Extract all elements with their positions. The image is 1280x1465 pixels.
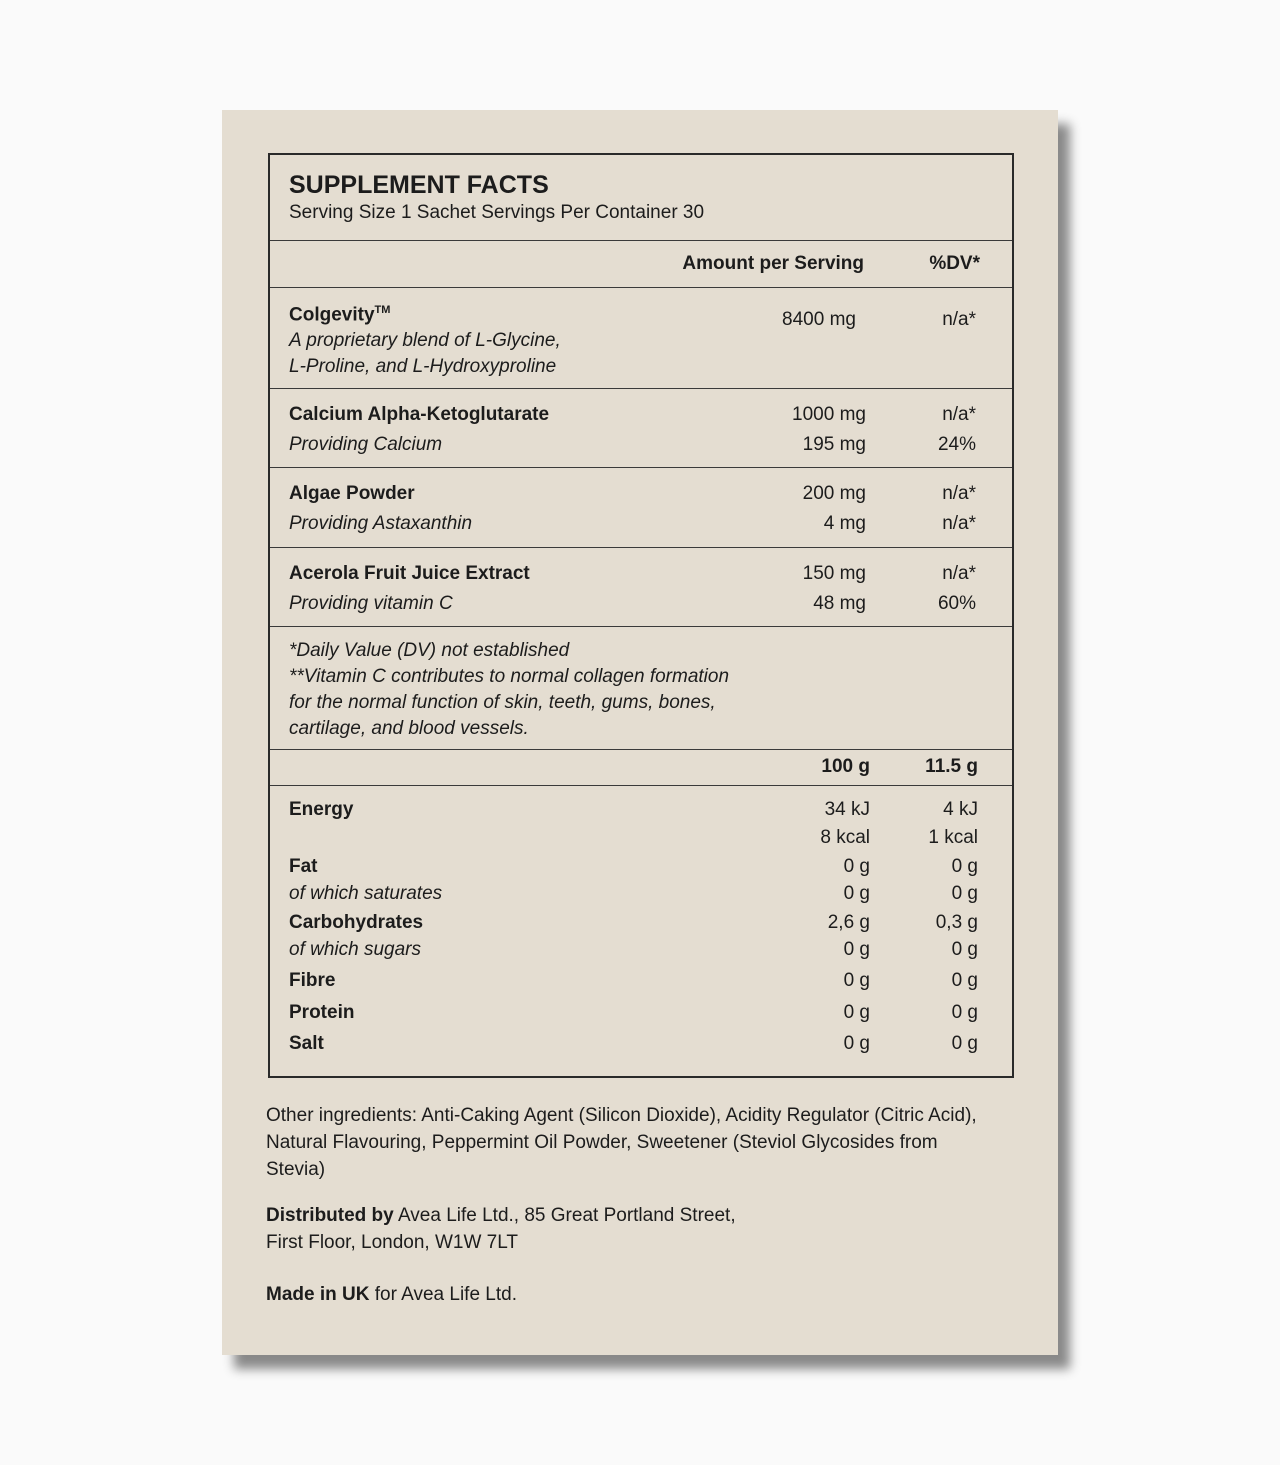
footnotes: *Daily Value (DV) not established **Vita… xyxy=(270,627,1012,750)
nutrient-per-serving: 0 g xyxy=(951,939,978,960)
made-in: Made in UK for Avea Life Ltd. xyxy=(266,1281,986,1308)
trademark: TM xyxy=(374,304,391,316)
other-ingredients: Other ingredients: Anti-Caking Agent (Si… xyxy=(266,1105,977,1180)
nutrient-per-serving: 0 g xyxy=(951,1033,978,1054)
nutrient-label: Fat xyxy=(289,856,318,877)
nutrient-label: Energy xyxy=(289,799,354,820)
ingredient-dv: n/a* xyxy=(942,563,976,584)
ingredient-row: Acerola Fruit Juice Extract 150 mg n/a* … xyxy=(270,548,1012,627)
footnote: *Daily Value (DV) not established xyxy=(289,640,570,661)
sub-ingredient: Providing vitamin C xyxy=(289,593,453,614)
nutrient-per-serving: 0 g xyxy=(951,1002,978,1023)
nutrient-per-100g: 8 kcal xyxy=(820,827,870,848)
sub-dv: 24% xyxy=(937,434,976,455)
ingredient-dv: n/a* xyxy=(942,404,976,425)
distributed-text: Avea Life Ltd., 85 Great Portland Street… xyxy=(393,1205,736,1226)
nutrition-header: 100 g 11.5 g xyxy=(270,750,1012,786)
nutrient-per-serving: 0 g xyxy=(951,856,978,877)
distributed-text: First Floor, London, W1W 7LT xyxy=(266,1232,519,1253)
nutrient-per-100g: 0 g xyxy=(843,883,870,904)
facts-title: SUPPLEMENT FACTS xyxy=(289,171,549,199)
per-100g-header: 100 g xyxy=(821,756,870,777)
nutrient-per-serving: 0 g xyxy=(951,883,978,904)
ingredient-desc: L-Proline, and L-Hydroxyproline xyxy=(289,356,557,377)
nutrient-per-100g: 2,6 g xyxy=(827,912,870,933)
nutrient-per-100g: 0 g xyxy=(843,1002,870,1023)
nutrient-per-100g: 0 g xyxy=(843,856,870,877)
sub-dv: 60% xyxy=(937,593,976,614)
footnote: **Vitamin C contributes to normal collag… xyxy=(289,666,730,687)
nutrient-label: Protein xyxy=(289,1002,355,1023)
per-serving-header: 11.5 g xyxy=(925,756,978,777)
column-header: Amount per Serving %DV* xyxy=(270,241,1012,288)
sub-dv: n/a* xyxy=(942,513,976,534)
facts-header: SUPPLEMENT FACTS Serving Size 1 Sachet S… xyxy=(270,155,1012,241)
ingredient-name-text: Colgevity xyxy=(289,304,375,326)
nutrient-label: Fibre xyxy=(289,970,336,991)
ingredient-name: ColgevityTM xyxy=(289,297,390,328)
footnote: for the normal function of skin, teeth, … xyxy=(289,692,716,713)
nutrient-per-serving: 0 g xyxy=(951,970,978,991)
nutrient-per-100g: 34 kJ xyxy=(824,799,870,820)
sub-amount: 4 mg xyxy=(823,513,866,534)
nutrient-per-serving: 1 kcal xyxy=(928,827,978,848)
ingredient-name: Algae Powder xyxy=(289,483,415,504)
sub-amount: 195 mg xyxy=(802,434,866,455)
ingredient-row: ColgevityTM 8400 mg n/a* A proprietary b… xyxy=(270,288,1012,389)
ingredient-amount: 1000 mg xyxy=(792,404,866,425)
nutrient-label: of which saturates xyxy=(289,883,443,904)
nutrient-label: Carbohydrates xyxy=(289,912,424,933)
ingredient-dv: n/a* xyxy=(942,309,976,330)
ingredient-row: Calcium Alpha-Ketoglutarate 1000 mg n/a*… xyxy=(270,389,1012,468)
ingredient-amount: 200 mg xyxy=(802,483,866,504)
ingredient-name: Calcium Alpha-Ketoglutarate xyxy=(289,404,550,425)
nutrient-label: of which sugars xyxy=(289,939,422,960)
amount-header: Amount per Serving xyxy=(682,253,864,274)
nutrient-per-serving: 0,3 g xyxy=(935,912,978,933)
nutrient-label: Salt xyxy=(289,1033,324,1054)
dv-header: %DV* xyxy=(929,253,980,274)
nutrition-rows: Energy 34 kJ 4 kJ 8 kcal 1 kcal Fat 0 g 0 g of w… xyxy=(270,786,1012,1076)
ingredient-amount: 8400 mg xyxy=(782,309,856,330)
distributed-by: Distributed by Avea Life Ltd., 85 Great … xyxy=(266,1202,986,1256)
sub-ingredient: Providing Astaxanthin xyxy=(289,513,473,534)
made-in-label: Made in UK xyxy=(266,1284,370,1305)
distributed-label: Distributed by xyxy=(266,1205,394,1226)
supplement-facts-table: SUPPLEMENT FACTS Serving Size 1 Sachet S… xyxy=(268,153,1014,1078)
ingredient-row: Algae Powder 200 mg n/a* Providing Astax… xyxy=(270,468,1012,548)
ingredient-amount: 150 mg xyxy=(802,563,866,584)
ingredient-desc: A proprietary blend of L-Glycine, xyxy=(289,330,561,351)
supplement-label-card: SUPPLEMENT FACTS Serving Size 1 Sachet S… xyxy=(222,110,1058,1355)
nutrient-per-100g: 0 g xyxy=(843,939,870,960)
nutrient-per-100g: 0 g xyxy=(843,970,870,991)
nutrient-per-100g: 0 g xyxy=(843,1033,870,1054)
sub-amount: 48 mg xyxy=(813,593,866,614)
ingredient-name: Acerola Fruit Juice Extract xyxy=(289,563,530,584)
serving-info: Serving Size 1 Sachet Servings Per Conta… xyxy=(289,202,705,223)
footnote: cartilage, and blood vessels. xyxy=(289,718,529,739)
nutrient-per-serving: 4 kJ xyxy=(943,799,978,820)
ingredient-dv: n/a* xyxy=(942,483,976,504)
sub-ingredient: Providing Calcium xyxy=(289,434,443,455)
made-in-text: for Avea Life Ltd. xyxy=(369,1284,517,1305)
